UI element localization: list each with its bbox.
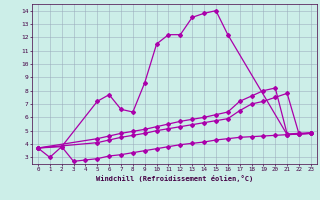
- X-axis label: Windchill (Refroidissement éolien,°C): Windchill (Refroidissement éolien,°C): [96, 175, 253, 182]
